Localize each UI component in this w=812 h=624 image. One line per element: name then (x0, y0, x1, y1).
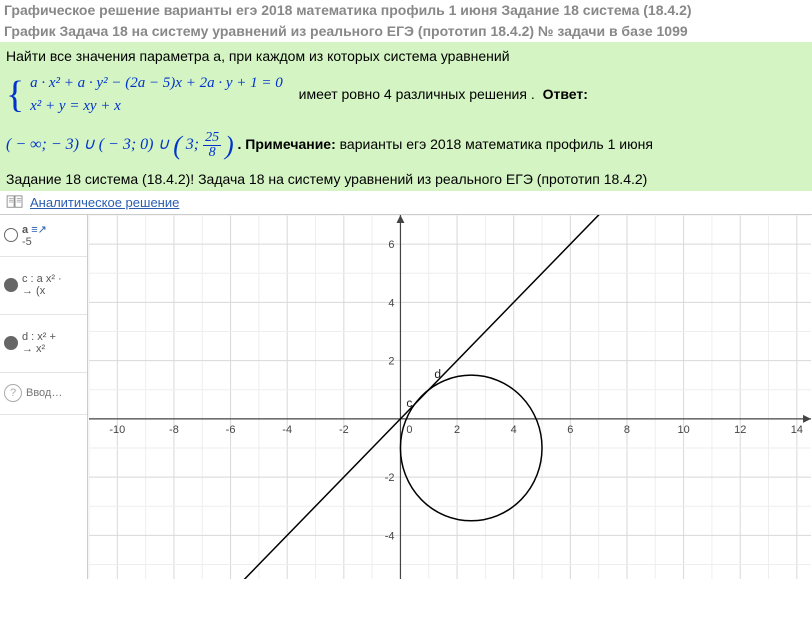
curve-d-arrow: → x² (22, 343, 83, 355)
problem-statement: Найти все значения параметра a, при кажд… (0, 42, 812, 169)
book-icon (6, 195, 24, 209)
svg-text:d: d (434, 367, 441, 381)
fraction: 25 8 (203, 131, 221, 160)
svg-text:-8: -8 (169, 423, 179, 435)
sidebar-curve-d[interactable]: d : x² + → x² (0, 315, 87, 373)
svg-text:-4: -4 (282, 423, 292, 435)
problem-intro: Найти все значения параметра a, при кажд… (6, 46, 806, 67)
svg-text:-2: -2 (385, 472, 395, 484)
svg-text:6: 6 (567, 423, 573, 435)
sidebar-input-row[interactable]: ? (0, 373, 87, 415)
header-title-2: График Задача 18 на систему уравнений из… (0, 21, 812, 42)
svg-text:12: 12 (734, 423, 746, 435)
curve-c-def: c : a x² · (22, 273, 83, 285)
algebra-input[interactable] (26, 387, 76, 399)
svg-text:2: 2 (454, 423, 460, 435)
curve-c-arrow: → (x (22, 285, 83, 297)
equation-2: x² + y = xy + x (30, 95, 283, 118)
paren-open: ( (173, 131, 182, 160)
slider-var: a (22, 224, 28, 236)
curve-d-def: d : x² + (22, 331, 83, 343)
svg-text:-4: -4 (385, 530, 395, 542)
svg-text:-10: -10 (109, 423, 125, 435)
svg-text:8: 8 (624, 423, 630, 435)
analytic-link-row: Аналитическое решение (0, 191, 812, 214)
header-title-1: Графическое решение варианты егэ 2018 ма… (0, 0, 812, 21)
fraction-den: 8 (203, 146, 221, 160)
answer-label: Ответ: (543, 86, 588, 102)
svg-text:2: 2 (388, 355, 394, 367)
problem-mid-text: имеет ровно 4 различных решения . (299, 86, 535, 102)
svg-text:14: 14 (791, 423, 803, 435)
svg-text:0: 0 (406, 423, 412, 435)
slider-value: -5 (22, 236, 83, 248)
system-brace: { (6, 67, 24, 124)
fraction-num: 25 (203, 131, 221, 146)
svg-text:-2: -2 (339, 423, 349, 435)
answer-interval-1: ( − ∞; − 3) ∪ ( − 3; 0) ∪ (6, 136, 173, 153)
sidebar-slider-a[interactable]: a ≡↗ -5 (0, 215, 87, 257)
plot-svg: -10-8-6-4-22468101214-4-22460ddc (88, 215, 812, 579)
analytic-solution-link[interactable]: Аналитическое решение (30, 195, 179, 210)
visibility-toggle[interactable] (4, 278, 18, 292)
note-line-2: Задание 18 система (18.4.2)! Задача 18 н… (0, 169, 812, 191)
svg-text:10: 10 (677, 423, 689, 435)
answer-interval-2: 3; (186, 136, 203, 153)
svg-text:4: 4 (388, 297, 394, 309)
equation-1: a · x² + a · y² − (2a − 5)x + 2a · y + 1… (30, 72, 283, 95)
visibility-toggle[interactable] (4, 228, 18, 242)
svg-text:-6: -6 (226, 423, 236, 435)
svg-text:c: c (406, 396, 412, 410)
paren-close: ) (225, 131, 234, 160)
help-icon[interactable]: ? (4, 384, 22, 402)
note-text: варианты егэ 2018 математика профиль 1 и… (340, 136, 653, 152)
svg-text:6: 6 (388, 239, 394, 251)
note-label: . Примечание: (238, 136, 336, 152)
visibility-toggle[interactable] (4, 336, 18, 350)
algebra-sidebar: a ≡↗ -5 c : a x² · → (x d : x² + → x² ? (0, 215, 88, 579)
graph-area: a ≡↗ -5 c : a x² · → (x d : x² + → x² ? … (0, 214, 812, 579)
sidebar-curve-c[interactable]: c : a x² · → (x (0, 257, 87, 315)
plot-canvas[interactable]: -10-8-6-4-22468101214-4-22460ddc (88, 215, 812, 579)
svg-text:4: 4 (511, 423, 517, 435)
